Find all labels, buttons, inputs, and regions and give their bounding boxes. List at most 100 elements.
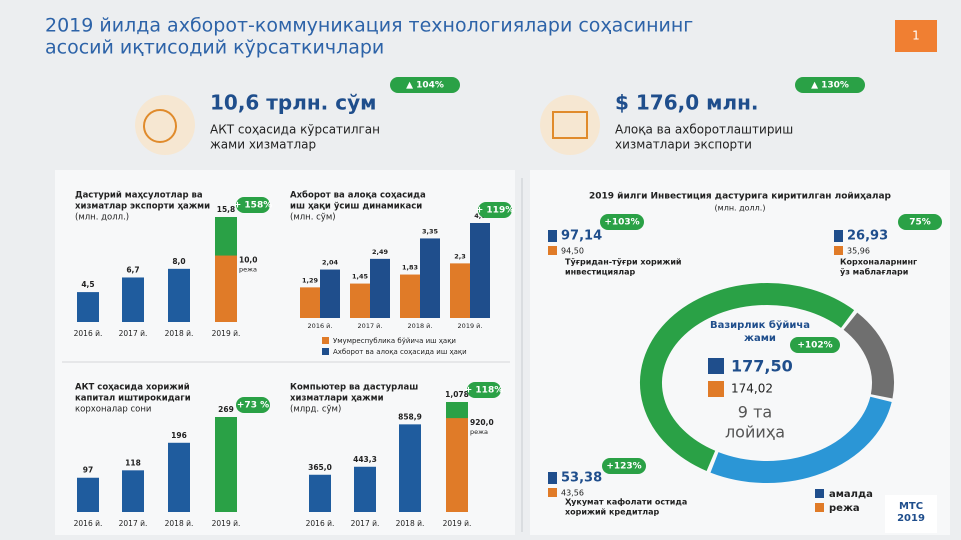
chart-title: (млрд. сўм) [290,405,341,415]
kpi-icon [552,111,588,139]
x-tick-label: 2019 й. [443,519,472,528]
value-label: 196 [171,431,187,440]
chart-title: 2019 йилги Инвестиция дастурига киритилг… [589,192,892,202]
bar [77,292,99,322]
plan-bar [446,418,468,512]
plan-label: 10,0 [239,256,258,265]
center-label: жами [744,333,776,344]
bar [77,477,99,512]
logo: 2019 [897,513,925,524]
value-label: 3,35 [422,227,439,235]
projects: лойиҳа [725,423,785,442]
legend-swatch [548,488,557,497]
segment-name: ўз маблағлари [840,267,908,277]
chart-title: Компьютер ва дастурлаш [290,383,418,393]
legend-swatch [815,489,824,498]
chart-title: (млн. сўм) [290,213,336,223]
value-label: 1,45 [352,273,369,281]
bar [420,238,440,318]
kpi-label: жами хизматлар [210,138,316,152]
page-number: 1 [912,29,920,43]
badge [600,214,644,230]
legend-swatch [322,337,329,344]
badge [390,77,460,93]
bar [215,417,237,512]
segment-name: Ҳукумат кафолати остида [565,498,687,507]
bar [354,466,376,512]
badge: +73 % [237,401,269,411]
badge: 75% [909,218,931,228]
x-tick-label: 2019 й. [212,329,241,338]
segment-name: Корхоналарнинг [840,258,917,267]
bar [168,268,190,322]
value-label: 1,078 [445,390,469,399]
badge: +103% [604,218,639,228]
x-tick-label: 2018 й. [165,329,194,338]
badge: +123% [606,462,641,472]
projects: 9 та [738,403,772,422]
value-label: 4,5 [81,280,94,289]
x-tick-label: 2016 й. [306,519,335,528]
bar [309,474,331,512]
chart-title: АКТ соҳасида хорижий [75,383,190,393]
value-label: 15,8 [217,205,236,214]
segment-plan: 94,50 [561,247,584,256]
badge: ▲ 104% [406,81,444,91]
legend-label: Умумреспублика бўйича иш ҳақи [333,337,456,345]
bar [122,277,144,322]
badge: + 119% [476,206,514,216]
donut-segment [710,396,892,483]
chart-title: иш ҳақи ўсиш динамикаси [290,202,422,212]
chart-subtitle: (млн. долл.) [715,204,766,213]
value-label: 4,0 [474,212,486,220]
bar [400,274,420,318]
legend-swatch [834,246,843,255]
kpi-value: 10,6 трлн. сўм [210,91,376,115]
title: 2019 йилда ахборот-коммуникация технолог… [45,15,693,37]
kpi-label: АКТ соҳасида кўрсатилган [210,123,380,137]
chart-title: хизматлар экспорти ҳажми [75,202,210,212]
badge [467,382,501,398]
kpi-value: $ 176,0 млн. [615,91,759,115]
segment-plan: 35,96 [847,247,870,256]
legend-label: амалда [829,489,873,500]
value-label: 443,3 [353,455,377,464]
x-tick-label: 2017 й. [351,519,380,528]
badge [478,202,512,218]
x-tick-label: 2018 й. [165,519,194,528]
segment-name: Тўғридан-тўғри хорижий [565,258,682,267]
chart-title: (млн. долл.) [75,213,129,223]
x-tick-label: 2019 й. [458,322,483,330]
x-tick-label: 2018 й. [408,322,433,330]
total-plan: 174,02 [731,382,773,396]
legend-swatch [708,381,724,397]
plan-bar [215,255,237,322]
x-tick-label: 2019 й. [212,519,241,528]
segment-name: инвестициялар [565,268,636,277]
segment-value: 26,93 [847,229,888,244]
badge: + 118% [465,386,503,396]
kpi-label: Алоқа ва ахборотлаштириш [615,123,793,137]
badge: +102% [797,341,832,351]
segment-value: 97,14 [561,229,602,244]
logo-box [885,495,937,533]
value-label: 858,9 [398,412,422,421]
bar [168,442,190,512]
legend-swatch [548,472,557,484]
title: асосий иқтисодий кўрсаткичлари [45,37,384,59]
x-tick-label: 2017 й. [119,519,148,528]
bar [399,424,421,512]
chart-title: хизматлари ҳажми [290,394,384,404]
value-label: 8,0 [172,257,185,266]
bar [350,283,370,318]
value-label: 2,49 [372,248,389,256]
x-tick-label: 2017 й. [119,329,148,338]
x-tick-label: 2016 й. [74,329,103,338]
x-tick-label: 2017 й. [358,322,383,330]
kpi-icon [540,95,600,155]
bar [370,258,390,318]
logo: МТС [899,501,923,512]
badge: ▲ 130% [811,81,849,91]
value-label: 1,29 [302,276,319,284]
value-label: 2,04 [322,259,339,267]
